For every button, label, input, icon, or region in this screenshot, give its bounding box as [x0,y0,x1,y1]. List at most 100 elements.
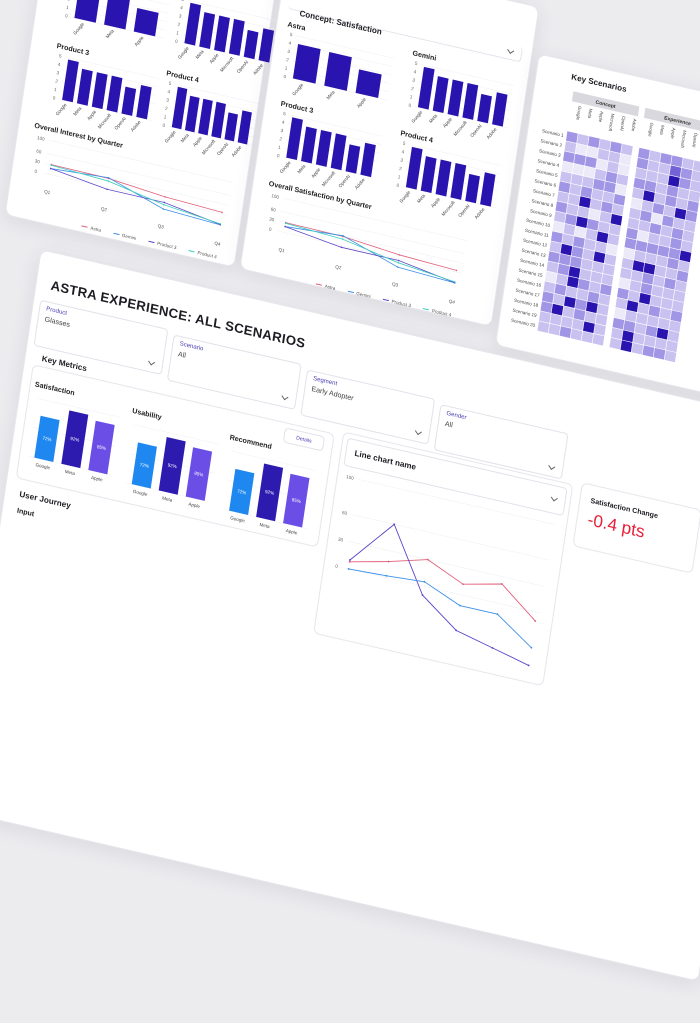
gridline [64,65,158,88]
y-tick-label: 3 [280,128,284,134]
y-tick-label: 1 [176,30,180,36]
x-tick-label: Google [398,189,411,204]
heatmap-cell [666,185,679,198]
satisfaction-change-card: Satisfaction Change -0.4 pts [572,482,700,574]
heatmap-cell [619,267,632,280]
heatmap-cell [601,273,614,286]
row-label: Scenario 5 [536,168,559,178]
heatmap-cell [547,251,560,264]
heatmap-cell [665,267,678,280]
user-journey-title: User Journey [18,489,72,511]
heatmap-cell [675,197,688,210]
series-line [285,222,457,271]
y-tick-label: 2 [399,166,403,172]
heatmap-cell [642,190,655,203]
chevron-down-icon [148,358,156,366]
gridline [65,56,159,79]
gridline [348,541,545,587]
heatmap-cell [572,163,585,176]
metric-bar [34,415,60,462]
legend-swatch [422,308,429,311]
x-tick-label: Meta [296,163,306,174]
bar [330,133,347,171]
bar [121,86,137,116]
x-tick-label: Meta [259,522,270,529]
heatmap-cell [590,271,603,284]
gridline [289,114,383,137]
heatmap-cell [588,208,601,221]
column-label: OpenAI [691,132,698,148]
data-point [284,225,286,228]
heatmap-cell [655,182,668,195]
heatmap-cell [537,321,550,334]
x-tick-label: Google [164,129,177,144]
y-tick-label: 2 [165,106,169,112]
bar [324,52,352,91]
y-tick-label: 0 [277,153,281,159]
x-tick-label: OpenAI [469,123,482,138]
heatmap-cell [628,207,641,220]
heatmap-cell [683,220,696,233]
heatmap-cell [625,227,638,240]
bar [228,18,245,56]
heatmap-cell [640,282,653,295]
x-tick-label: Apple [430,196,441,208]
data-point [398,254,401,256]
heatmap-cell [586,218,599,231]
heatmap-cell [563,223,576,236]
row-label: Scenario 20 [511,318,536,329]
x-tick-label: Apple [310,167,321,179]
gridline [231,451,316,471]
bar [104,0,131,30]
data-point [106,188,108,191]
heatmap-cell [600,201,613,214]
row-label: Scenario 10 [526,218,551,229]
heatmap-cell [646,315,659,328]
key-metrics-panel: Details Satisfaction 72% Google 92% Meta 85% A… [15,364,335,548]
heatmap-cell [569,256,582,269]
heatmap-cell [580,258,593,271]
column-label: Microsoft [680,130,688,149]
y-tick-label: 2 [55,78,59,84]
row-label: Scenario 4 [537,158,560,168]
heatmap-cell [648,150,661,163]
data-point [347,567,350,570]
heatmap-cell [617,163,630,176]
filter-value: All [444,420,454,430]
heatmap-cell [629,280,642,293]
row-label: Scenario 13 [521,248,546,259]
y-tick-label: 4 [167,89,171,95]
y-tick-label: 4 [288,40,292,46]
metric-chart-satisfaction: Satisfaction 72% Google 92% Meta 85% Apple [21,380,128,501]
x-tick-label: Apple [86,109,97,121]
heatmap-cell [630,270,643,283]
heatmap-cell [685,210,698,223]
bar-chart-product-4: Product 4 0 1 2 3 4 5 Google Meta Apple Microsoft O… [153,69,262,185]
satisfaction-card: Concept: Satisfaction Astra 0 1 2 3 4 5 Google M… [239,0,540,327]
y-tick-label: 3 [287,49,291,55]
legend-swatch [347,290,354,294]
x-tick-label: Apple [442,116,453,128]
gridline [407,152,501,175]
heatmap-cell [579,268,592,281]
heatmap-cell [638,220,651,233]
gridline [357,479,554,525]
data-point [453,281,456,283]
heatmap-cell [673,290,686,303]
x-tick-label: Google [177,45,190,60]
bar-chart-svg: 0 1 2 3 4 5 Google Meta Apple [283,32,395,109]
heatmap-cell [580,186,593,199]
series-line [51,164,223,213]
bar [462,82,479,120]
heatmap-cell [669,237,682,250]
heatmap-cell [550,231,563,244]
x-tick-label: Q3 [392,281,399,287]
heatmap-cell [671,300,684,313]
heatmap-cell [669,165,682,178]
heatmap-cell [602,263,615,276]
y-tick-label: 100 [37,135,46,142]
heatmap-cell [586,146,599,159]
bar-value-label: 72% [237,488,247,495]
heatmap-cell [660,297,673,310]
bar-value-label: 92% [167,462,177,469]
